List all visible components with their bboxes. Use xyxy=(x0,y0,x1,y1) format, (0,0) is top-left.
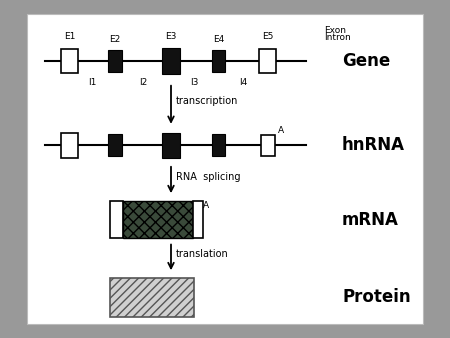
Text: RNA  splicing: RNA splicing xyxy=(176,172,240,182)
Text: E3: E3 xyxy=(165,31,177,41)
Bar xyxy=(162,133,180,158)
FancyBboxPatch shape xyxy=(27,14,423,324)
Text: E2: E2 xyxy=(109,35,121,44)
Bar xyxy=(259,49,276,73)
Text: Protein: Protein xyxy=(342,288,410,307)
Text: Intron: Intron xyxy=(324,33,351,42)
Text: A: A xyxy=(203,200,210,210)
Bar xyxy=(193,201,202,238)
Text: I2: I2 xyxy=(139,78,147,88)
Text: E4: E4 xyxy=(212,35,224,44)
Bar xyxy=(212,50,225,72)
Bar xyxy=(61,49,78,73)
Text: mRNA: mRNA xyxy=(342,211,399,229)
Text: Gene: Gene xyxy=(342,52,390,70)
Text: translation: translation xyxy=(176,249,228,259)
Bar xyxy=(110,278,194,317)
Bar xyxy=(108,134,122,156)
Text: E5: E5 xyxy=(262,32,274,41)
Text: Exon: Exon xyxy=(324,26,346,35)
Bar xyxy=(212,134,225,156)
Text: I3: I3 xyxy=(190,78,199,88)
Bar xyxy=(61,133,78,158)
Bar xyxy=(162,48,180,74)
Text: I4: I4 xyxy=(239,78,247,88)
Bar xyxy=(108,50,122,72)
Text: hnRNA: hnRNA xyxy=(342,136,405,154)
Text: I1: I1 xyxy=(88,78,96,88)
Text: E1: E1 xyxy=(64,32,76,41)
Bar xyxy=(123,201,193,238)
Bar xyxy=(261,135,274,156)
Text: transcription: transcription xyxy=(176,96,238,106)
Bar xyxy=(110,201,123,238)
Text: A: A xyxy=(278,126,284,135)
